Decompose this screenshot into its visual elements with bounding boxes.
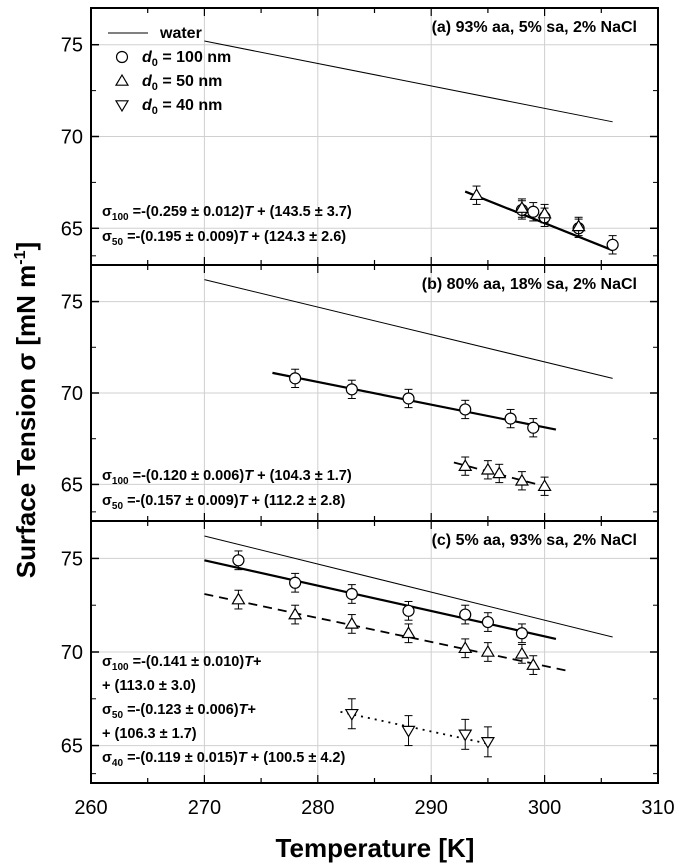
y-tick-label: 75 [61,292,83,314]
x-axis-title: Temperature [K] [276,833,475,863]
x-tick-label: 310 [641,797,674,819]
data-point-circle [606,238,619,251]
data-point-circle [459,403,472,416]
fit-line-dashed [464,190,613,252]
data-point-triangle-up [514,646,529,659]
fit-equation: σ50 =-(0.123 ± 0.006)T+ [102,702,256,721]
data-point-circle [504,412,517,425]
fit-line-solid [204,559,557,640]
panel-a: 65 70 75 (a) 93% aa, 5% sa, 2% NaCl σ100 =-(… [61,7,659,266]
y-axis-title-sup: -1 [12,250,29,264]
y-tick-label: 75 [61,35,83,57]
fit-line-dashed [204,593,568,672]
legend-label: d0 = 50 nm [142,73,222,93]
fit-equation: σ100 =-(0.259 ± 0.012)T + (143.5 ± 3.7) [102,204,352,223]
data-point-circle [232,554,245,567]
water-line [204,535,613,638]
y-tick-label: 70 [61,383,83,405]
data-point-triangle-up [537,206,552,219]
y-tick-label: 65 [61,736,83,758]
water-line [204,279,613,379]
data-point-triangle-up [469,188,484,201]
fit-equation: σ100 =-(0.120 ± 0.006)T + (104.3 ± 1.7) [102,468,352,487]
y-tick-label: 70 [61,127,83,149]
legend-marker-triangle-up [114,73,130,86]
data-point-triangle-up [526,657,541,670]
legend-label: water [159,25,202,42]
data-point-triangle-up [492,466,507,479]
data-point-circle [459,608,472,621]
data-point-circle [345,587,358,601]
data-point-circle [481,615,494,629]
data-point-triangle-up [288,607,303,620]
data-point-triangle-up [231,592,246,605]
data-point-triangle-up [571,219,586,232]
panel-title: (b) 80% aa, 18% sa, 2% NaCl [422,276,637,293]
data-point-triangle-up [344,616,359,629]
data-point-circle [527,205,540,218]
x-tick-label: 260 [74,797,107,819]
panel-b: 65 70 75 (b) 80% aa, 18% sa, 2% NaCl σ100 =-… [61,264,659,522]
data-point-circle [289,576,302,589]
fit-equation: σ50 =-(0.157 ± 0.009)T + (112.2 ± 2.8) [102,493,345,512]
x-tick-label: 290 [415,797,448,819]
data-point-triangle-down [344,708,359,721]
y-tick-label: 65 [61,474,83,496]
data-point-triangle-up [458,641,473,654]
x-tick-label: 300 [528,797,561,819]
legend-label: d0 = 100 nm [142,49,231,69]
panel-c: 65 70 75 (c) 5% aa, 93% sa, 2% NaCl σ100 =-(… [61,520,659,784]
data-point-circle [515,627,529,640]
fit-equation: σ40 =-(0.119 ± 0.015)T + (100.5 ± 4.2) [102,750,345,769]
data-point-triangle-down [458,729,473,742]
data-point-triangle-up [480,644,495,657]
data-point-circle [402,604,415,617]
data-point-circle [402,392,415,405]
legend-label: d0 = 40 nm [142,97,222,117]
data-point-circle [527,421,540,434]
data-point-triangle-up [514,200,529,213]
fit-equation: + (106.3 ± 1.7) [102,726,197,742]
x-tick-label: 280 [301,797,334,819]
data-point-triangle-down [480,737,495,750]
data-point-circle [289,372,302,385]
x-tick-label: 270 [188,797,221,819]
data-point-triangle-down [401,725,416,738]
fit-equation: + (113.0 ± 3.0) [102,678,196,694]
fit-equation: σ100 =-(0.141 ± 0.010)T+ [102,654,262,673]
panels: 65 70 75 (a) 93% aa, 5% sa, 2% NaCl σ100 =-(… [61,7,659,784]
data-point-triangle-up [480,462,495,475]
y-tick-label: 70 [61,642,83,664]
data-point-triangle-up [537,479,552,492]
y-tick-label: 65 [61,218,83,240]
panel-title: (a) 93% aa, 5% sa, 2% NaCl [432,19,637,36]
data-point-triangle-up [401,626,416,639]
legend-marker-triangle-down [114,100,130,113]
water-line [204,40,613,123]
legend: water d0 = 100 nm d0 = 50 nm d0 = 40 nm [108,25,231,117]
y-axis-title: Surface Tension σ [mN m-1] [11,242,41,578]
data-point-circle [345,383,358,396]
x-tick-labels: 260 270 280 290 300 310 [74,797,674,819]
data-point-triangle-up [514,473,529,486]
data-point-triangle-up [458,458,473,471]
fit-equation: σ50 =-(0.195 ± 0.009)T + (124.3 ± 2.6) [102,229,346,248]
y-tick-label: 75 [61,548,83,570]
legend-marker-circle [115,50,129,64]
panel-title: (c) 5% aa, 93% sa, 2% NaCl [432,532,637,549]
